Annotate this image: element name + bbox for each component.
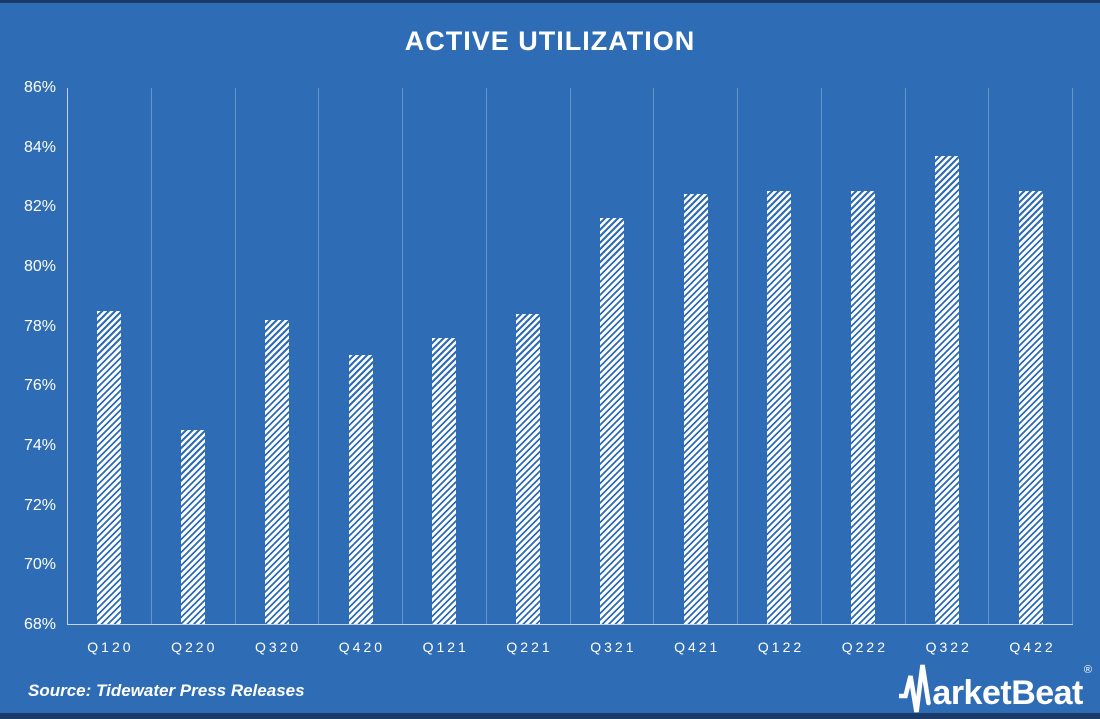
plot-column-q421 xyxy=(654,88,738,624)
bar-q321 xyxy=(599,218,624,624)
x-tick-label-q120: Q120 xyxy=(87,639,134,655)
source-note: Source: Tidewater Press Releases xyxy=(28,681,305,700)
y-tick-label: 82% xyxy=(23,198,56,216)
bar-q422 xyxy=(1018,191,1043,624)
x-tick-label-q320: Q320 xyxy=(254,639,302,655)
bar-q122 xyxy=(767,191,792,624)
x-tick-label-q321: Q321 xyxy=(590,639,637,655)
plot-column-q120 xyxy=(68,88,152,624)
pulse-m-icon xyxy=(899,664,932,713)
plot-column-q121 xyxy=(403,88,487,624)
x-tick-label-q422: Q422 xyxy=(1009,639,1056,655)
y-tick-label: 86% xyxy=(23,79,56,96)
y-tick-label: 74% xyxy=(23,437,56,454)
bar-q420 xyxy=(348,355,373,624)
plot-column-q420 xyxy=(319,88,403,624)
plot-column-q321 xyxy=(571,88,655,624)
bar-q222 xyxy=(851,191,876,624)
plot-column-q221 xyxy=(487,88,571,624)
logo-wordmark: arketBeat xyxy=(932,674,1083,712)
bar-q120 xyxy=(97,311,122,624)
y-axis: 86% 84% 82% 80% 78% 76% 74% 72% 70% 68% xyxy=(0,79,56,633)
top-edge-band xyxy=(0,0,1100,3)
bottom-edge-band xyxy=(0,713,1100,719)
plot-column-q222 xyxy=(822,88,906,624)
y-tick-label: 84% xyxy=(23,138,56,156)
plot-column-q422 xyxy=(989,88,1073,624)
plot-column-q220 xyxy=(152,88,236,624)
plot-column-q322 xyxy=(906,88,990,624)
plot-column-q320 xyxy=(236,88,320,624)
x-tick-label-q421: Q421 xyxy=(674,639,721,655)
x-tick-label-q322: Q322 xyxy=(925,639,972,655)
chart-title: ACTIVE UTILIZATION xyxy=(404,26,696,56)
y-tick-label: 72% xyxy=(23,496,56,514)
y-tick-label: 76% xyxy=(23,377,56,395)
y-tick-label: 78% xyxy=(23,317,56,335)
x-tick-label-q420: Q420 xyxy=(338,639,386,655)
y-tick-label: 70% xyxy=(23,556,56,574)
marketbeat-logo: arketBeat ® xyxy=(899,663,1092,713)
x-tick-label-q221: Q221 xyxy=(506,639,553,655)
x-tick-label-q222: Q222 xyxy=(841,639,888,655)
plot-column-q122 xyxy=(738,88,822,624)
registered-trademark-icon: ® xyxy=(1083,664,1092,676)
bar-q320 xyxy=(264,320,289,624)
y-tick-label: 80% xyxy=(23,258,56,275)
y-tick-label: 68% xyxy=(23,616,56,633)
bar-q421 xyxy=(683,194,708,624)
x-axis: Q120 Q220 Q320 Q420 Q121 Q221 Q321 Q421 Q122 Q222… xyxy=(67,633,1073,661)
bar-q322 xyxy=(934,156,959,624)
bar-q221 xyxy=(516,314,541,624)
x-tick-label-q220: Q220 xyxy=(171,639,218,655)
x-tick-label-q122: Q122 xyxy=(757,639,805,655)
x-tick-label-q121: Q121 xyxy=(422,639,469,655)
bar-q220 xyxy=(181,430,206,624)
bar-q121 xyxy=(432,338,457,624)
plot-area xyxy=(67,88,1073,625)
